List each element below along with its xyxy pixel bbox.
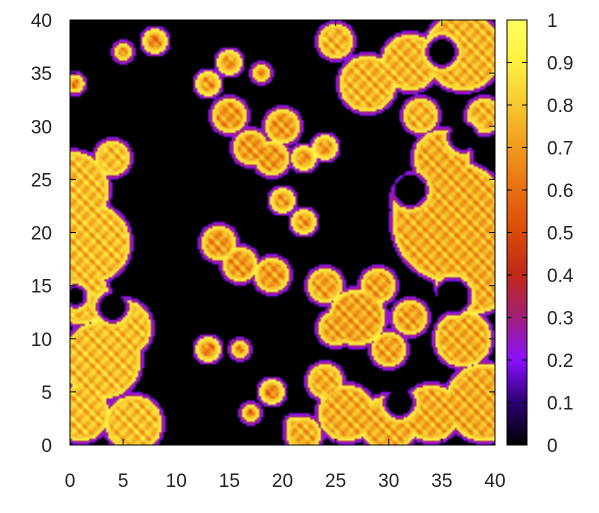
colorbar-tick-label: 0: [547, 436, 558, 457]
colorbar-ticks: 0 0.1 0.2 0.3 0.4 0.5 0.6 0.7 0.8 0.9 1: [507, 11, 574, 457]
x-tick-label: 5: [118, 471, 129, 492]
y-tick-label: 20: [31, 224, 52, 245]
colorbar-tick-label: 0.4: [547, 266, 574, 287]
x-tick-label: 35: [431, 471, 452, 492]
x-tick-label: 15: [219, 471, 240, 492]
colorbar-tick-label: 0.7: [547, 139, 573, 160]
x-axis: 0 5 10 15 20 25 30 35 40: [65, 20, 506, 492]
colorbar-tick-label: 0.9: [547, 54, 573, 75]
heatmap-image: [70, 20, 495, 445]
y-tick-label: 25: [31, 170, 52, 191]
y-tick-label: 10: [31, 330, 52, 351]
colorbar-tick-label: 0.3: [547, 309, 573, 330]
y-tick-label: 35: [31, 64, 52, 85]
x-tick-label: 0: [65, 471, 76, 492]
colorbar-tick-label: 0.6: [547, 181, 573, 202]
y-axis: 0 5 10 15 20 25 30 35 40: [31, 11, 495, 457]
x-tick-label: 10: [166, 471, 187, 492]
x-tick-label: 25: [325, 471, 346, 492]
colorbar: 0 0.1 0.2 0.3 0.4 0.5 0.6 0.7 0.8 0.9 1: [506, 11, 574, 457]
y-tick-label: 0: [41, 436, 52, 457]
x-tick-label: 40: [484, 471, 505, 492]
y-tick-label: 5: [41, 383, 52, 404]
colorbar-tick-label: 0.8: [547, 96, 573, 117]
colorbar-tick-label: 0.5: [547, 224, 573, 245]
colorbar-tick-label: 1: [547, 11, 558, 32]
y-tick-label: 15: [31, 277, 52, 298]
x-tick-label: 30: [378, 471, 399, 492]
colorbar-tick-label: 0.2: [547, 351, 573, 372]
y-tick-label: 40: [31, 11, 52, 32]
colorbar-tick-label: 0.1: [547, 394, 573, 415]
heatmap-plot-area: [69, 19, 496, 446]
y-tick-label: 30: [31, 117, 52, 138]
x-tick-label: 20: [272, 471, 293, 492]
